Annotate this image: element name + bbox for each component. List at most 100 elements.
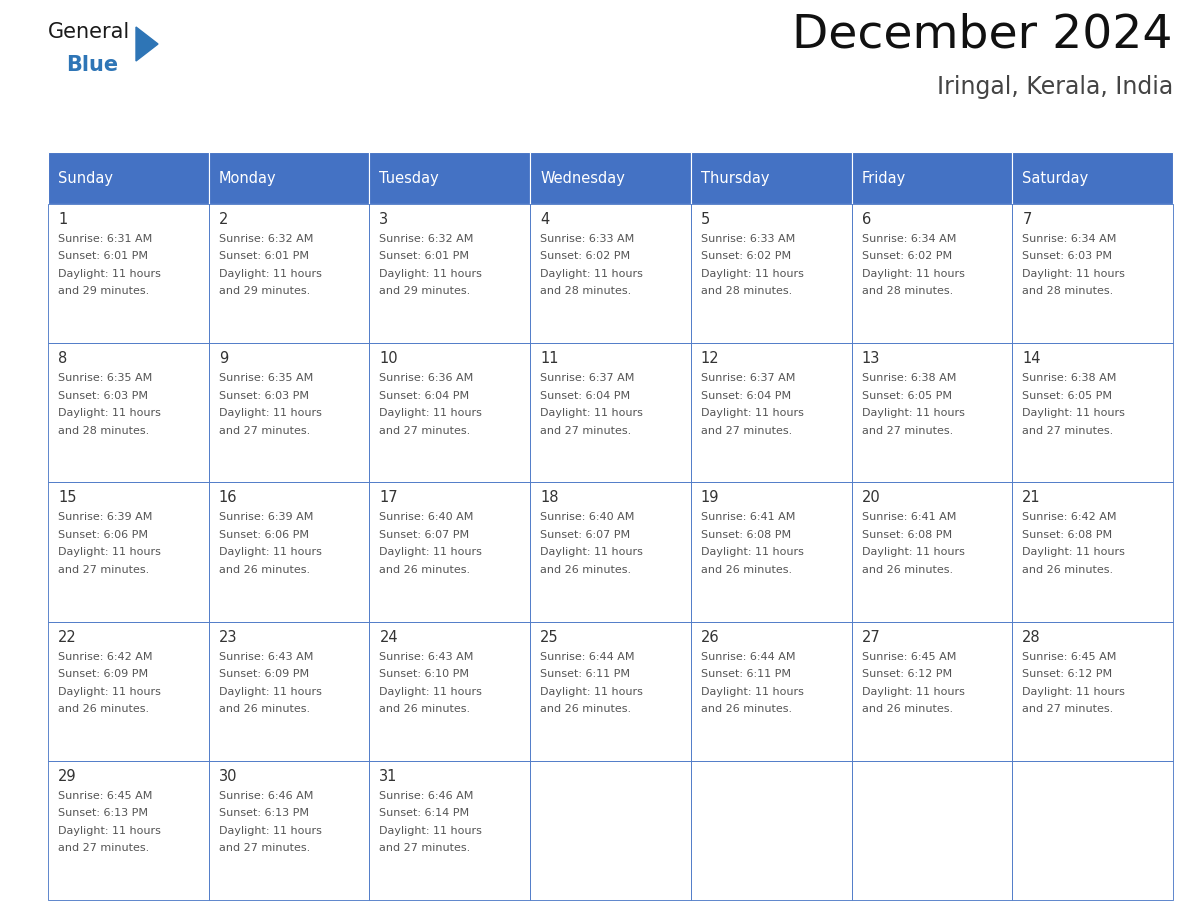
Text: Daylight: 11 hours: Daylight: 11 hours [701, 409, 804, 419]
Text: Daylight: 11 hours: Daylight: 11 hours [219, 687, 322, 697]
Text: 6: 6 [861, 212, 871, 227]
Bar [691, 761, 852, 900]
Text: Sunrise: 6:40 AM: Sunrise: 6:40 AM [379, 512, 474, 522]
Text: December 2024: December 2024 [792, 12, 1173, 57]
Bar [1012, 152, 1173, 204]
Text: 7: 7 [1023, 212, 1031, 227]
Text: Sunset: 6:01 PM: Sunset: 6:01 PM [379, 252, 469, 262]
Bar [48, 204, 209, 343]
Text: Sunrise: 6:39 AM: Sunrise: 6:39 AM [58, 512, 152, 522]
Text: and 26 minutes.: and 26 minutes. [541, 565, 631, 575]
Text: Sunrise: 6:33 AM: Sunrise: 6:33 AM [701, 234, 795, 244]
Text: 8: 8 [58, 352, 68, 366]
Text: Sunset: 6:13 PM: Sunset: 6:13 PM [58, 809, 148, 818]
Text: Daylight: 11 hours: Daylight: 11 hours [219, 826, 322, 835]
Bar [691, 343, 852, 482]
Text: 29: 29 [58, 768, 76, 784]
Text: Daylight: 11 hours: Daylight: 11 hours [58, 826, 160, 835]
Bar [530, 761, 691, 900]
Text: and 27 minutes.: and 27 minutes. [58, 844, 150, 854]
Text: and 27 minutes.: and 27 minutes. [1023, 426, 1113, 436]
Text: Daylight: 11 hours: Daylight: 11 hours [58, 687, 160, 697]
Text: 30: 30 [219, 768, 238, 784]
Bar [48, 761, 209, 900]
Text: 22: 22 [58, 630, 77, 644]
Bar [530, 482, 691, 621]
Text: Sunrise: 6:42 AM: Sunrise: 6:42 AM [1023, 512, 1117, 522]
Text: and 27 minutes.: and 27 minutes. [379, 426, 470, 436]
Text: Blue: Blue [67, 55, 118, 75]
Text: Sunrise: 6:44 AM: Sunrise: 6:44 AM [541, 652, 634, 662]
Text: 10: 10 [379, 352, 398, 366]
Text: Sunset: 6:12 PM: Sunset: 6:12 PM [1023, 669, 1112, 679]
Text: and 28 minutes.: and 28 minutes. [861, 286, 953, 297]
Text: and 26 minutes.: and 26 minutes. [219, 704, 310, 714]
Polygon shape [135, 27, 158, 61]
Text: Sunset: 6:09 PM: Sunset: 6:09 PM [219, 669, 309, 679]
Text: Sunset: 6:02 PM: Sunset: 6:02 PM [861, 252, 952, 262]
Text: Sunrise: 6:35 AM: Sunrise: 6:35 AM [58, 374, 152, 383]
Text: Wednesday: Wednesday [541, 171, 625, 185]
Text: 28: 28 [1023, 630, 1041, 644]
Text: and 26 minutes.: and 26 minutes. [861, 565, 953, 575]
Text: Sunset: 6:01 PM: Sunset: 6:01 PM [219, 252, 309, 262]
Text: Sunrise: 6:37 AM: Sunrise: 6:37 AM [541, 374, 634, 383]
Text: Sunrise: 6:33 AM: Sunrise: 6:33 AM [541, 234, 634, 244]
Text: and 28 minutes.: and 28 minutes. [701, 286, 792, 297]
Text: Daylight: 11 hours: Daylight: 11 hours [219, 269, 322, 279]
Text: Sunrise: 6:38 AM: Sunrise: 6:38 AM [1023, 374, 1117, 383]
Text: and 29 minutes.: and 29 minutes. [58, 286, 150, 297]
Text: Sunset: 6:04 PM: Sunset: 6:04 PM [701, 391, 791, 400]
Text: Sunset: 6:03 PM: Sunset: 6:03 PM [219, 391, 309, 400]
Text: and 28 minutes.: and 28 minutes. [541, 286, 631, 297]
Bar [852, 343, 1012, 482]
Bar [852, 761, 1012, 900]
Text: Sunset: 6:06 PM: Sunset: 6:06 PM [58, 530, 148, 540]
Text: 1: 1 [58, 212, 68, 227]
Text: and 26 minutes.: and 26 minutes. [861, 704, 953, 714]
Text: and 29 minutes.: and 29 minutes. [219, 286, 310, 297]
Text: Daylight: 11 hours: Daylight: 11 hours [379, 409, 482, 419]
Text: and 26 minutes.: and 26 minutes. [1023, 565, 1113, 575]
Text: Sunset: 6:05 PM: Sunset: 6:05 PM [1023, 391, 1112, 400]
Bar [209, 343, 369, 482]
Text: 13: 13 [861, 352, 880, 366]
Text: 27: 27 [861, 630, 880, 644]
Text: Sunset: 6:03 PM: Sunset: 6:03 PM [58, 391, 148, 400]
Bar [852, 152, 1012, 204]
Text: 24: 24 [379, 630, 398, 644]
Text: Daylight: 11 hours: Daylight: 11 hours [58, 269, 160, 279]
Text: Sunset: 6:04 PM: Sunset: 6:04 PM [541, 391, 631, 400]
Bar [48, 152, 209, 204]
Text: and 27 minutes.: and 27 minutes. [701, 426, 792, 436]
Bar [530, 343, 691, 482]
Text: Saturday: Saturday [1023, 171, 1088, 185]
Text: and 27 minutes.: and 27 minutes. [541, 426, 631, 436]
Text: 23: 23 [219, 630, 238, 644]
Bar [209, 204, 369, 343]
Bar [48, 621, 209, 761]
Text: Sunset: 6:14 PM: Sunset: 6:14 PM [379, 809, 469, 818]
Text: Sunrise: 6:34 AM: Sunrise: 6:34 AM [1023, 234, 1117, 244]
Text: Sunrise: 6:41 AM: Sunrise: 6:41 AM [701, 512, 795, 522]
Text: Sunrise: 6:44 AM: Sunrise: 6:44 AM [701, 652, 795, 662]
Bar [852, 204, 1012, 343]
Text: Sunrise: 6:45 AM: Sunrise: 6:45 AM [861, 652, 956, 662]
Text: Daylight: 11 hours: Daylight: 11 hours [1023, 547, 1125, 557]
Text: and 27 minutes.: and 27 minutes. [219, 844, 310, 854]
Bar [691, 152, 852, 204]
Text: Daylight: 11 hours: Daylight: 11 hours [219, 547, 322, 557]
Text: Daylight: 11 hours: Daylight: 11 hours [701, 547, 804, 557]
Text: Sunday: Sunday [58, 171, 113, 185]
Text: Iringal, Kerala, India: Iringal, Kerala, India [937, 75, 1173, 99]
Bar [1012, 204, 1173, 343]
Text: Friday: Friday [861, 171, 905, 185]
Text: Daylight: 11 hours: Daylight: 11 hours [379, 687, 482, 697]
Bar [48, 482, 209, 621]
Bar [369, 204, 530, 343]
Text: and 26 minutes.: and 26 minutes. [58, 704, 150, 714]
Text: Daylight: 11 hours: Daylight: 11 hours [379, 826, 482, 835]
Text: 25: 25 [541, 630, 558, 644]
Text: Sunset: 6:07 PM: Sunset: 6:07 PM [379, 530, 469, 540]
Text: Sunset: 6:01 PM: Sunset: 6:01 PM [58, 252, 148, 262]
